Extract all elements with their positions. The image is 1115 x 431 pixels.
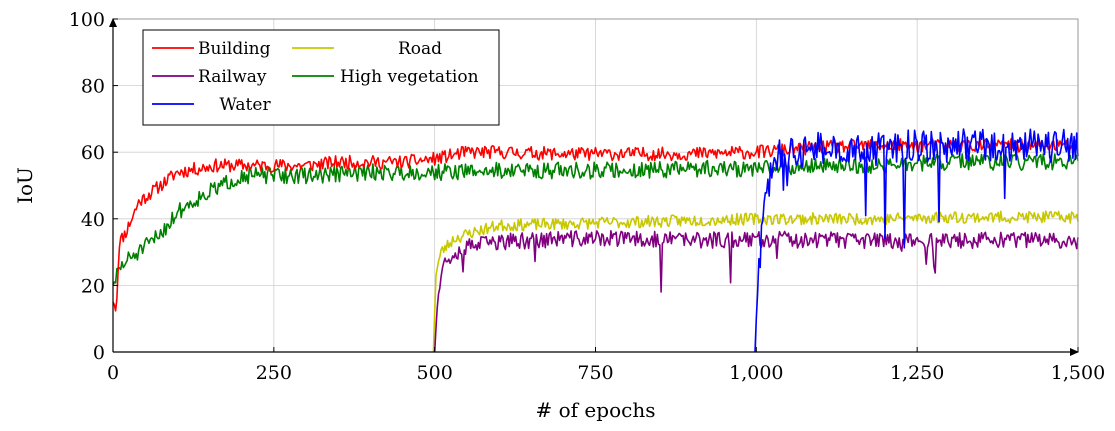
- legend: Building Road Railway High vegetation Water: [142, 29, 500, 126]
- y-axis-arrow: [109, 18, 117, 27]
- x-axis-arrow: [1070, 348, 1079, 356]
- series-group: [112, 128, 1079, 353]
- y-tick-label: 0: [93, 342, 105, 364]
- x-tick-label: 1,250: [890, 362, 944, 384]
- legend-label-building: Building: [198, 39, 271, 59]
- legend-box: [142, 29, 500, 126]
- y-tick-label: 100: [69, 9, 105, 31]
- y-tick-label: 20: [81, 275, 105, 297]
- y-axis-label: IoU: [13, 167, 37, 204]
- x-axis-label: # of epochs: [536, 398, 656, 422]
- y-tick-label: 40: [81, 209, 105, 231]
- x-tick-label: 750: [577, 362, 613, 384]
- legend-label-railway: Railway: [198, 67, 267, 87]
- y-tick-label: 60: [81, 142, 105, 164]
- legend-label-high-vegetation: High vegetation: [340, 67, 479, 87]
- legend-label-water: Water: [219, 95, 271, 115]
- x-tick-label: 0: [107, 362, 119, 384]
- series-line-high-vegetation: [112, 153, 1079, 286]
- x-tick-label: 250: [256, 362, 292, 384]
- series-line-water: [754, 128, 1079, 353]
- x-tick-label: 1,500: [1051, 362, 1105, 384]
- y-tick-label: 80: [81, 76, 105, 98]
- x-tick-label: 500: [417, 362, 453, 384]
- axes: [109, 18, 1079, 356]
- series-line-road: [432, 210, 1079, 353]
- tick-labels: 0 250 500 750 1,000 1,250 1,500 0 20 40 60 80 100: [69, 9, 1105, 384]
- series-line-railway: [433, 230, 1079, 353]
- legend-label-road: Road: [398, 39, 442, 59]
- x-tick-label: 1,000: [729, 362, 783, 384]
